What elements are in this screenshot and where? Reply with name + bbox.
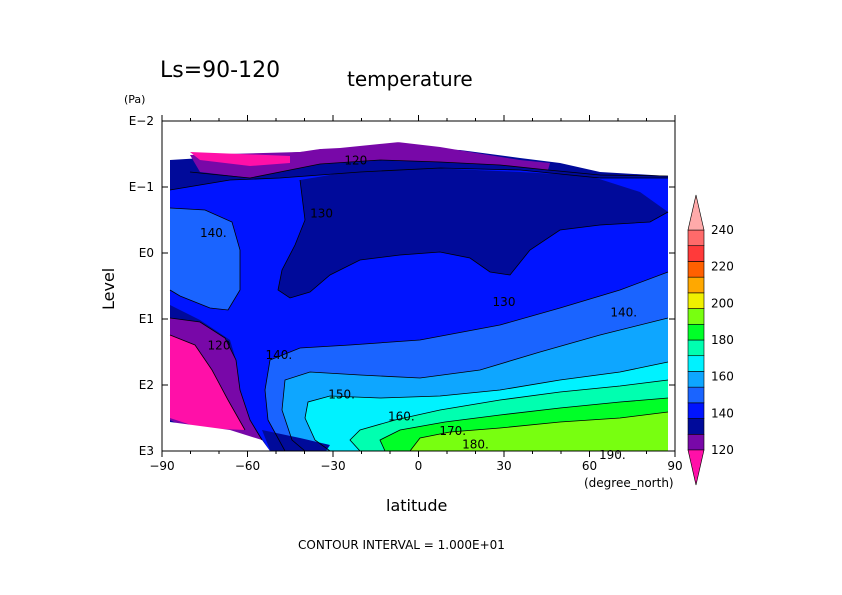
missing-data-bottom bbox=[170, 422, 270, 451]
colorbar-label: 200 bbox=[711, 296, 734, 310]
missing-data-right bbox=[668, 121, 675, 451]
y-tick-label: E2 bbox=[139, 378, 154, 392]
contour-fill bbox=[162, 121, 675, 451]
contour-band-120-top bbox=[190, 140, 550, 178]
contour-label: 190. bbox=[599, 448, 626, 462]
contour-label: 120 bbox=[344, 154, 367, 168]
contour-label: 120 bbox=[208, 338, 231, 352]
colorbar-swatch bbox=[687, 276, 705, 294]
x-tick-label: 30 bbox=[496, 459, 511, 473]
colorbar-swatch bbox=[687, 292, 705, 309]
season-label: Ls=90-120 bbox=[160, 58, 280, 83]
contour-core-130 bbox=[278, 168, 668, 298]
contour-bottom-patch bbox=[262, 430, 330, 451]
contour-band-110-top bbox=[190, 152, 290, 166]
colorbar-swatch bbox=[687, 229, 705, 247]
x-unit-label: (degree_north) bbox=[584, 476, 674, 490]
contour-label: 140. bbox=[200, 226, 227, 240]
y-unit-label: (Pa) bbox=[124, 93, 145, 106]
contour-labels: 120 130 140. 130 140. 120 140. 150. 160. 170.180.… bbox=[200, 154, 637, 462]
contour-label: 180. bbox=[462, 438, 489, 452]
colorbar-label: 160 bbox=[711, 370, 734, 384]
y-axis-title: Level bbox=[99, 268, 118, 310]
contour-label: 130 bbox=[493, 295, 516, 309]
colorbar-swatch bbox=[687, 418, 705, 435]
colorbar-swatch bbox=[687, 386, 705, 404]
contour-label: 140. bbox=[265, 348, 292, 362]
contour-lines bbox=[169, 159, 669, 451]
contour-label: 170. bbox=[439, 424, 466, 438]
x-tick-label: 90 bbox=[667, 459, 682, 473]
contour-label: 140. bbox=[610, 306, 637, 320]
x-tick-label: 60 bbox=[582, 459, 597, 473]
contour-band-150-left bbox=[170, 208, 240, 310]
colorbar-label: 140 bbox=[711, 406, 734, 420]
colorbar-min-arrow bbox=[687, 449, 705, 486]
colorbar-swatch bbox=[687, 339, 705, 357]
y-tick-label: E−2 bbox=[129, 114, 154, 128]
contour-interval-note: CONTOUR INTERVAL = 1.000E+01 bbox=[298, 538, 505, 552]
colorbar-swatch bbox=[687, 402, 705, 419]
x-tick-label: −30 bbox=[320, 459, 345, 473]
colorbar-label: 180 bbox=[711, 333, 734, 347]
colorbar-label: 120 bbox=[711, 443, 734, 457]
contour-band-200 bbox=[410, 412, 668, 451]
contour-label: 130 bbox=[310, 206, 333, 220]
y-tick-label: E3 bbox=[139, 444, 154, 458]
colorbar-swatch bbox=[687, 323, 705, 341]
colorbar-label: 240 bbox=[711, 223, 734, 237]
x-tick-label: 0 bbox=[415, 459, 423, 473]
contour-label: 160. bbox=[388, 409, 415, 423]
colorbar-swatch bbox=[687, 433, 705, 451]
colorbar-swatch bbox=[687, 261, 705, 278]
missing-data-left bbox=[162, 121, 170, 451]
colorbar-swatch bbox=[687, 245, 705, 262]
colorbar: 120 140 160 180 200 220 240 bbox=[687, 194, 734, 486]
colorbar-swatch bbox=[687, 308, 705, 325]
colorbar-swatch bbox=[687, 371, 705, 388]
contour-label: 150. bbox=[328, 388, 355, 402]
missing-data-top bbox=[162, 121, 675, 176]
y-tick-label: E1 bbox=[139, 312, 154, 326]
y-axis: E−2 E−1 E0 E1 E2 E3 bbox=[129, 114, 675, 458]
chart-title: temperature bbox=[347, 67, 473, 91]
y-tick-label: E0 bbox=[139, 246, 154, 260]
colorbar-label: 220 bbox=[711, 260, 734, 274]
x-axis: −90 −60 −30 0 30 60 90 bbox=[149, 115, 683, 473]
colorbar-max-arrow bbox=[687, 194, 705, 231]
contour-band-110-left bbox=[170, 335, 245, 430]
y-tick-label: E−1 bbox=[129, 180, 154, 194]
x-tick-label: −90 bbox=[149, 459, 174, 473]
x-axis-title: latitude bbox=[386, 496, 447, 515]
colorbar-swatch bbox=[687, 355, 705, 372]
x-tick-label: −60 bbox=[235, 459, 260, 473]
